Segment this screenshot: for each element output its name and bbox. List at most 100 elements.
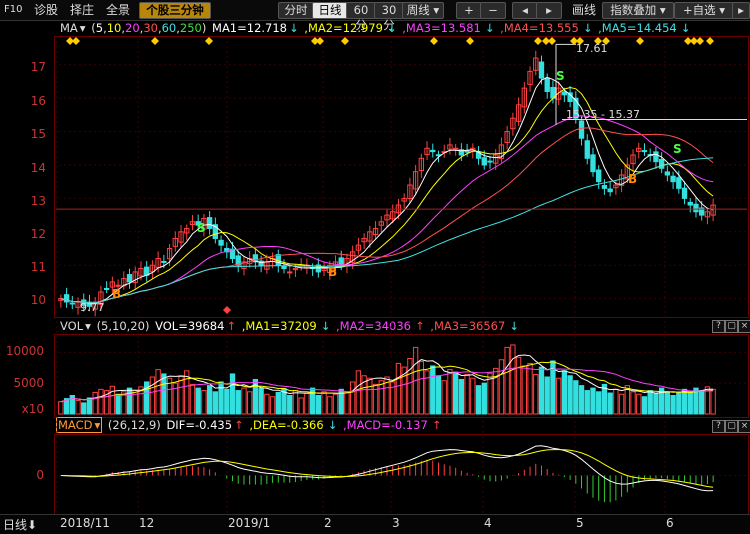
ma3-value: ,MA3=13.581 — [402, 21, 481, 35]
volume-bar — [493, 367, 499, 415]
ma-param-6: 250 — [179, 21, 202, 35]
event-diamond-icon — [548, 37, 556, 45]
candle-body — [235, 255, 241, 266]
vol-label[interactable]: VOL — [60, 319, 84, 333]
vol-tick: x10 — [21, 402, 44, 416]
ma2-down-arrow-icon: ↓ — [386, 21, 397, 35]
vol-ma1-text: MA1=37209 — [245, 319, 317, 333]
vol-close-icon[interactable]: × — [738, 320, 750, 333]
macd-selector[interactable]: MACD ▾ — [56, 417, 103, 433]
ma-label[interactable]: MA — [60, 21, 78, 35]
ma-line-10 — [60, 86, 714, 304]
volume-bar — [699, 390, 705, 415]
tab-60fen[interactable]: 60分 — [346, 2, 376, 32]
price-tick: 14 — [30, 161, 46, 175]
volume-bar — [86, 397, 93, 415]
candle-body — [527, 70, 533, 85]
vol-maximize-icon[interactable]: ▢ — [725, 320, 738, 333]
macd-value: ,MACD=-0.137 — [342, 418, 428, 432]
event-diamond-icon — [534, 37, 542, 45]
volume-bar — [149, 376, 156, 415]
volume-bar — [144, 381, 150, 415]
volume-bar — [470, 377, 476, 415]
candle-body — [487, 160, 493, 163]
dif-value: DIF=-0.435 — [166, 418, 233, 432]
candle-body — [252, 254, 259, 263]
volume-bar — [103, 390, 110, 415]
volume-bar — [418, 361, 425, 415]
tab-zhouxian[interactable]: 周线 ▾ — [402, 2, 444, 19]
price-panel[interactable] — [54, 36, 749, 318]
mode-button[interactable]: 个股三分钟 — [139, 2, 211, 19]
volume-bar — [441, 380, 447, 415]
candle-body — [418, 157, 425, 172]
ma-dropdown-icon[interactable]: ▾ — [79, 21, 86, 35]
volume-bar — [344, 391, 350, 415]
tab-fenshi[interactable]: 分时 — [278, 2, 314, 19]
index-overlay-dropdown[interactable]: 指数叠加 ▾ — [602, 2, 674, 19]
x-tick: 2 — [324, 516, 332, 530]
event-diamond-icon — [594, 37, 602, 45]
period-mode-selector[interactable]: 日线⬇ — [3, 518, 38, 532]
x-tick: 6 — [666, 516, 674, 530]
ma4-text: MA4=13.555 — [503, 21, 579, 35]
volume-bar — [538, 366, 545, 415]
macd-maximize-icon[interactable]: ▢ — [725, 420, 738, 433]
index-overlay-label: 指数叠加 — [610, 3, 657, 17]
volume-bar — [481, 382, 487, 415]
volume-bar — [710, 388, 716, 415]
volume-bar — [241, 387, 247, 415]
candle-body — [378, 221, 384, 226]
f10-button[interactable]: F10 — [4, 4, 23, 15]
candle-body — [166, 248, 173, 260]
vol-ma2-value: ,MA2=34036 — [336, 319, 411, 333]
zoom-out-button[interactable]: − — [480, 2, 506, 19]
huaxian-button[interactable]: 画线 — [572, 3, 597, 17]
vol-help-icon[interactable]: ? — [712, 320, 725, 333]
volume-panel[interactable] — [54, 334, 749, 418]
volume-bar — [155, 369, 161, 415]
candle-body — [126, 274, 133, 283]
toolbar-more-button[interactable]: ▸ — [732, 2, 750, 19]
macd-text: MACD=-0.137 — [346, 418, 428, 432]
volume-bar — [452, 371, 459, 415]
candle-body — [584, 140, 590, 159]
ma2-text: MA2=12.979 — [307, 21, 383, 35]
candle-body — [412, 171, 419, 190]
volume-bar — [332, 393, 339, 415]
candle-body — [561, 91, 568, 96]
volume-bar — [550, 360, 556, 415]
event-diamond-icon — [223, 306, 231, 314]
candle-body — [161, 260, 167, 263]
candle-body — [630, 154, 636, 165]
add-watchlist-dropdown[interactable]: +自选 ▾ — [674, 2, 734, 19]
nav-right-button[interactable]: ▸ — [536, 2, 562, 19]
ma2-value: ,MA2=12.979 — [304, 21, 383, 35]
volume-bar — [229, 373, 236, 415]
price-tick: 13 — [30, 194, 46, 208]
macd-close-icon[interactable]: × — [738, 420, 750, 433]
macd-help-icon[interactable]: ? — [712, 420, 725, 433]
event-diamond-icon — [684, 37, 692, 45]
zhengu-button[interactable]: 诊股 — [34, 3, 59, 17]
price-tick: 16 — [30, 94, 46, 108]
tab-30fen[interactable]: 30分 — [374, 2, 404, 32]
zoom-in-button[interactable]: + — [456, 2, 482, 19]
volume-bar — [58, 401, 64, 415]
tab-rixian[interactable]: 日线 — [312, 2, 348, 19]
candle-body — [132, 271, 138, 283]
sell-signal: S — [556, 69, 565, 83]
candle-body — [670, 175, 676, 183]
zeshi-button[interactable]: 择庄 — [70, 3, 95, 17]
macd-arrow-icon: ↑ — [431, 418, 442, 432]
price-tick: 10 — [30, 293, 46, 307]
candle-body — [149, 264, 156, 273]
volume-bar — [584, 390, 590, 415]
volume-bar — [212, 391, 219, 415]
candle-body — [407, 184, 413, 200]
volume-bar — [510, 344, 516, 415]
vol-dropdown-icon[interactable]: ▾ — [85, 319, 91, 333]
ma5-value: ,MA5=14.454 — [598, 21, 677, 35]
quanjing-button[interactable]: 全景 — [106, 3, 131, 17]
